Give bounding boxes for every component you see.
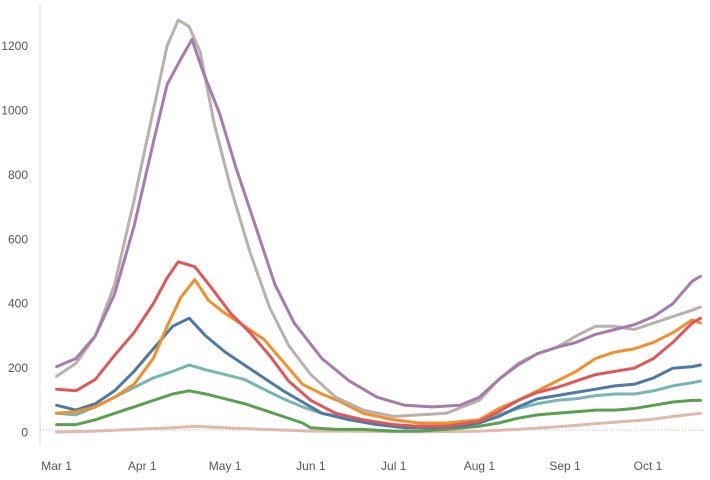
series-line-8: [55, 411, 702, 434]
x-tick-label: Jul 1: [381, 459, 407, 473]
series-lines: [55, 18, 702, 434]
series-line-4: [55, 278, 702, 425]
series-line-7: [55, 389, 702, 433]
x-tick-label: Apr 1: [128, 459, 157, 473]
x-tick-label: May 1: [209, 459, 242, 473]
y-tick-label: 600: [8, 232, 28, 246]
y-axis-tick-labels: 0 200 400 600 800 1000 1200: [1, 39, 28, 440]
y-tick-label: 1200: [1, 39, 28, 53]
x-tick-label: Oct 1: [634, 459, 663, 473]
y-tick-label: 200: [8, 361, 28, 375]
x-axis-tick-labels: Mar 1 Apr 1 May 1 Jun 1 Jul 1 Aug 1 Sep 1 Oct 1: [41, 459, 662, 473]
series-line-2: [55, 18, 702, 418]
x-tick-label: Aug 1: [464, 459, 496, 473]
x-tick-label: Jun 1: [296, 459, 326, 473]
y-tick-label: 0: [21, 426, 28, 440]
y-tick-label: 1000: [1, 103, 28, 117]
y-tick-label: 800: [8, 168, 28, 182]
y-tick-label: 400: [8, 297, 28, 311]
series-line-3: [55, 260, 702, 428]
x-tick-label: Sep 1: [549, 459, 581, 473]
x-tick-label: Mar 1: [41, 459, 72, 473]
series-line-1: [55, 38, 702, 409]
